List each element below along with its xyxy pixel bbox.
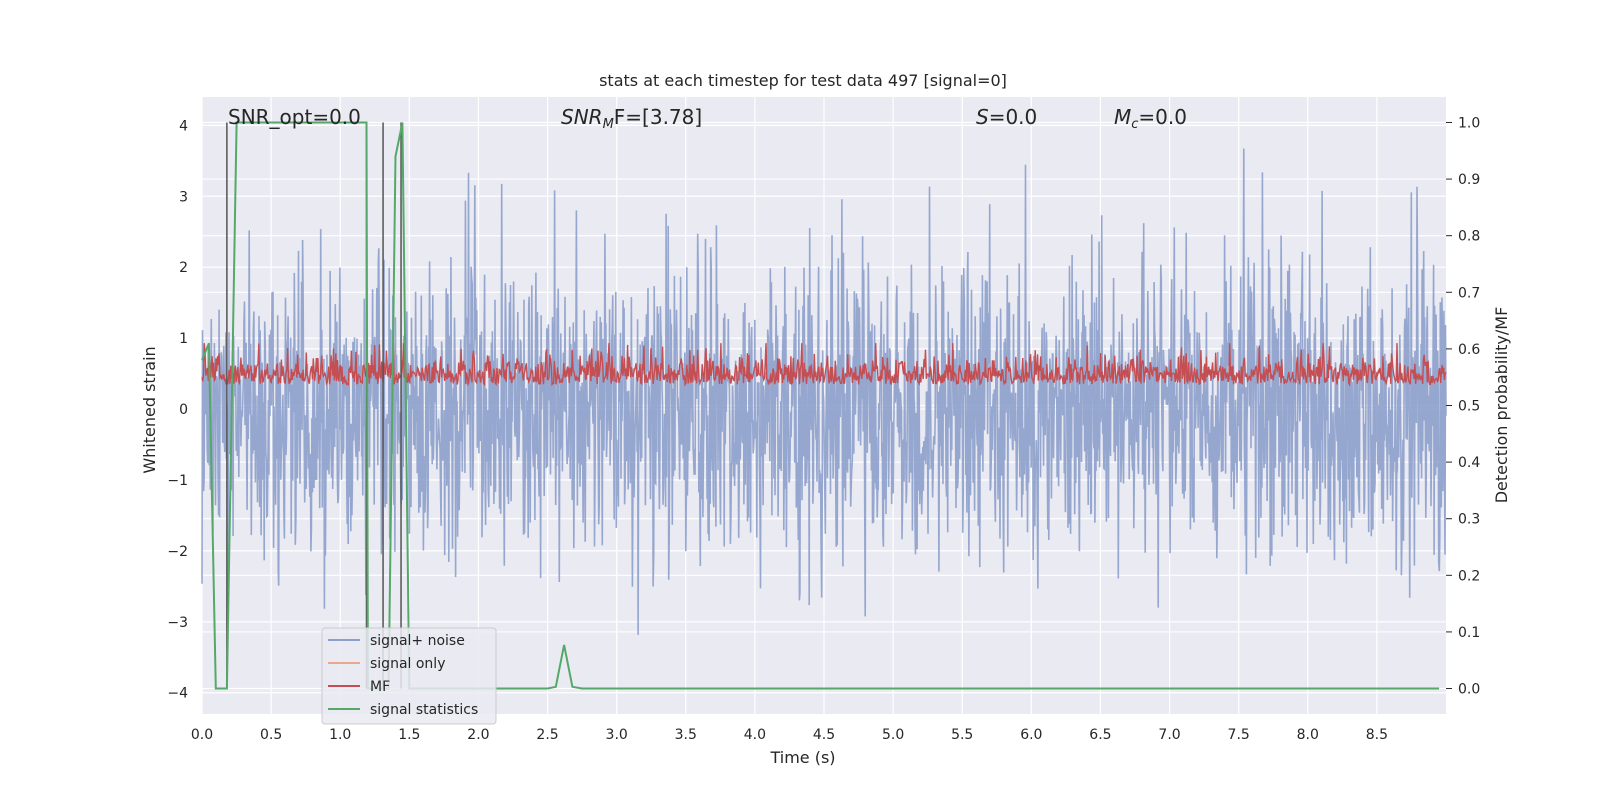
x-tick-label: 4.5 [813,727,835,743]
annotation-snr-opt: SNR_opt=0.0 [228,105,361,129]
x-tick-label: 7.5 [1228,727,1250,743]
y-right-tick-label: 0.6 [1458,342,1480,358]
x-tick-label: 6.5 [1089,727,1111,743]
x-tick-label: 2.5 [536,727,558,743]
legend-label-signal-statistics: signal statistics [370,702,478,718]
y-left-tick-label: −4 [167,686,188,702]
x-tick-label: 4.0 [744,727,766,743]
y-left-tick-label: 3 [179,189,188,205]
x-tick-label: 3.0 [606,727,628,743]
x-tick-label: 0.0 [191,727,213,743]
y-right-tick-label: 0.5 [1458,399,1480,415]
legend: signal+ noise signal only MF signal stat… [321,627,497,725]
y-axis-left-ticks: 4 3 2 1 0 −1 −2 −3 −4 [167,118,188,701]
mf-line [201,343,1447,387]
x-axis-label: Time (s) [769,748,835,767]
y-right-tick-label: 0.1 [1458,625,1480,641]
annotation-s: S=0.0 [976,105,1037,129]
chart-title: stats at each timestep for test data 497… [599,71,1007,90]
y-right-tick-label: 0.0 [1458,682,1480,698]
y-right-tick-label: 0.4 [1458,455,1480,471]
x-axis-ticks: 0.0 0.5 1.0 1.5 2.0 2.5 3.0 3.5 4.0 4.5 5.0 5.5 6.0 6… [191,727,1388,743]
y-left-tick-label: −3 [167,615,188,631]
signal-noise-line [201,148,1447,635]
x-tick-label: 8.0 [1297,727,1319,743]
y-left-tick-label: 1 [179,331,188,347]
y-right-tick-label: 0.8 [1458,229,1480,245]
y-axis-right-label: Detection probability/MF [1492,307,1511,504]
legend-label-mf: MF [370,679,390,695]
y-left-tick-label: 2 [179,260,188,276]
legend-label-noise: signal+ noise [370,633,465,649]
mf-series [201,343,1447,387]
x-tick-label: 1.0 [329,727,351,743]
x-tick-label: 5.5 [951,727,973,743]
x-tick-label: 0.5 [260,727,282,743]
y-left-tick-label: −1 [167,473,188,489]
x-tick-label: 6.0 [1020,727,1042,743]
x-tick-label: 3.5 [675,727,697,743]
y-axis-right-ticks: 1.0 0.9 0.8 0.7 0.6 0.5 0.4 0.3 0.2 0.1 0.0 [1446,115,1480,698]
y-right-tick-label: 0.7 [1458,285,1480,301]
annotation-snr-mf: SNRMF=[3.78] [561,105,702,132]
legend-box [321,627,497,725]
x-tick-label: 1.5 [398,727,420,743]
y-right-tick-label: 1.0 [1458,115,1480,131]
annotation-mc: Mc=0.0 [1114,105,1187,132]
y-right-tick-label: 0.2 [1458,568,1480,584]
x-tick-label: 2.0 [467,727,489,743]
x-tick-label: 7.0 [1158,727,1180,743]
x-tick-label: 8.5 [1366,727,1388,743]
legend-label-signal-only: signal only [370,656,445,672]
y-right-tick-label: 0.9 [1458,172,1480,188]
x-tick-label: 5.0 [882,727,904,743]
y-right-tick-label: 0.3 [1458,512,1480,528]
signal-noise-series [201,148,1447,635]
y-axis-left-label: Whitened strain [140,346,159,473]
y-left-tick-label: 4 [179,118,188,134]
y-left-tick-label: −2 [167,544,188,560]
y-left-tick-label: 0 [179,402,188,418]
